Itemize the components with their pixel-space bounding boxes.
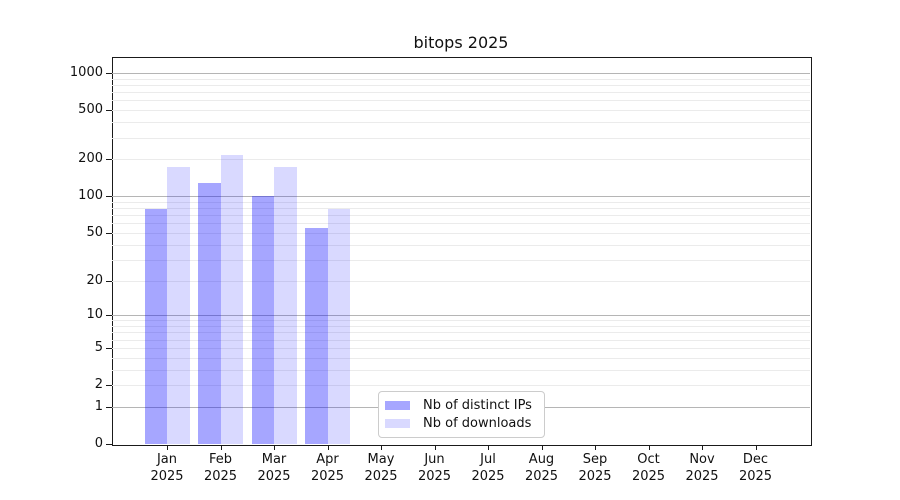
x-tick-mark bbox=[167, 445, 168, 450]
x-tick-mark bbox=[274, 445, 275, 450]
x-tick-month: Mar bbox=[261, 452, 287, 467]
x-tick-year: 2025 bbox=[257, 469, 291, 484]
legend-item-downloads: Nb of downloads bbox=[385, 415, 538, 433]
y-tick-label: 200 bbox=[78, 151, 103, 167]
y-tick-label: 50 bbox=[86, 224, 103, 240]
x-tick-label-feb: Feb 2025 bbox=[181, 451, 261, 485]
plot-area bbox=[112, 57, 812, 446]
x-tick-month: Dec bbox=[742, 452, 769, 467]
x-tick-year: 2025 bbox=[738, 469, 773, 484]
bar-apr-nb-of-distinct-ips bbox=[305, 227, 328, 444]
x-tick-mark bbox=[702, 445, 703, 450]
legend-label-downloads: Nb of downloads bbox=[423, 416, 532, 432]
y-tick-mark bbox=[106, 347, 112, 349]
y-tick-mark bbox=[106, 196, 112, 198]
x-tick-year: 2025 bbox=[417, 469, 452, 484]
bar-jan-nb-of-downloads bbox=[167, 167, 190, 444]
y-tick-label: 10 bbox=[86, 307, 103, 323]
bar-mar-nb-of-distinct-ips bbox=[251, 196, 274, 444]
x-tick-label-nov: Nov 2025 bbox=[662, 451, 742, 485]
x-tick-label-jan: Jan 2025 bbox=[127, 451, 207, 485]
y-tick-label: 1000 bbox=[69, 65, 103, 80]
y-tick-label: 500 bbox=[78, 102, 103, 118]
x-tick-month: Sep bbox=[582, 452, 608, 467]
y-tick-mark bbox=[106, 315, 112, 317]
x-tick-label-mar: Mar 2025 bbox=[234, 451, 314, 485]
x-tick-year: 2025 bbox=[524, 469, 559, 484]
x-tick-label-jun: Jun 2025 bbox=[395, 451, 475, 485]
x-tick-month: Jul bbox=[480, 452, 496, 467]
x-tick-year: 2025 bbox=[685, 469, 719, 484]
x-tick-mark bbox=[327, 445, 329, 450]
x-tick-mark bbox=[434, 445, 436, 450]
y-tick-label: 100 bbox=[78, 188, 103, 204]
bar-feb-nb-of-downloads bbox=[220, 154, 243, 444]
x-tick-year: 2025 bbox=[310, 469, 345, 484]
x-tick-year: 2025 bbox=[471, 469, 505, 484]
x-tick-month: Feb bbox=[208, 452, 233, 467]
x-tick-mark bbox=[381, 445, 382, 450]
x-tick-month: Nov bbox=[689, 452, 715, 467]
x-tick-year: 2025 bbox=[203, 469, 238, 484]
legend-swatch-distinct-ips bbox=[385, 400, 410, 410]
x-tick-year: 2025 bbox=[578, 469, 612, 484]
x-tick-month: Jan bbox=[156, 452, 178, 467]
x-tick-label-may: May 2025 bbox=[341, 451, 421, 485]
x-tick-label-oct: Oct 2025 bbox=[609, 451, 689, 485]
y-tick-label: 5 bbox=[94, 339, 103, 355]
legend-swatch-downloads bbox=[385, 419, 410, 429]
x-tick-mark bbox=[755, 445, 757, 450]
x-tick-year: 2025 bbox=[364, 469, 398, 484]
y-tick-mark bbox=[106, 159, 112, 161]
chart-title: bitops 2025 bbox=[413, 33, 509, 52]
x-tick-month: Apr bbox=[316, 452, 339, 467]
x-tick-mark bbox=[648, 445, 650, 450]
x-tick-mark bbox=[220, 445, 222, 450]
bar-apr-nb-of-downloads bbox=[327, 209, 350, 444]
y-tick-label: 2 bbox=[94, 377, 103, 392]
x-tick-label-apr: Apr 2025 bbox=[288, 451, 368, 485]
x-tick-mark bbox=[595, 445, 596, 450]
x-tick-month: Jun bbox=[424, 452, 445, 467]
y-tick-label: 1 bbox=[94, 398, 103, 414]
x-tick-year: 2025 bbox=[150, 469, 184, 484]
x-tick-label-jul: Jul 2025 bbox=[448, 451, 528, 485]
bar-jan-nb-of-distinct-ips bbox=[144, 209, 167, 444]
y-tick-mark bbox=[106, 444, 112, 445]
x-tick-mark bbox=[541, 445, 543, 450]
x-tick-mark bbox=[488, 445, 489, 450]
y-tick-mark bbox=[106, 110, 112, 112]
bar-feb-nb-of-distinct-ips bbox=[198, 183, 221, 444]
y-tick-label: 20 bbox=[86, 272, 103, 288]
x-tick-label-sep: Sep 2025 bbox=[555, 451, 635, 485]
y-tick-mark bbox=[106, 385, 112, 386]
y-tick-mark bbox=[106, 280, 112, 282]
x-tick-label-dec: Dec 2025 bbox=[716, 451, 796, 485]
legend-item-distinct-ips: Nb of distinct IPs bbox=[385, 396, 538, 414]
x-tick-month: Aug bbox=[528, 452, 555, 467]
legend: Nb of distinct IPs Nb of downloads bbox=[378, 391, 545, 438]
bar-mar-nb-of-downloads bbox=[274, 167, 297, 444]
legend-label-distinct-ips: Nb of distinct IPs bbox=[423, 397, 532, 413]
x-tick-label-aug: Aug 2025 bbox=[502, 451, 582, 485]
y-tick-label: 0 bbox=[94, 436, 103, 451]
y-tick-mark bbox=[106, 232, 112, 234]
x-tick-year: 2025 bbox=[631, 469, 666, 484]
y-tick-mark bbox=[106, 73, 112, 74]
y-tick-mark bbox=[106, 406, 112, 408]
x-tick-month: May bbox=[367, 452, 395, 467]
x-tick-month: Oct bbox=[637, 452, 660, 467]
